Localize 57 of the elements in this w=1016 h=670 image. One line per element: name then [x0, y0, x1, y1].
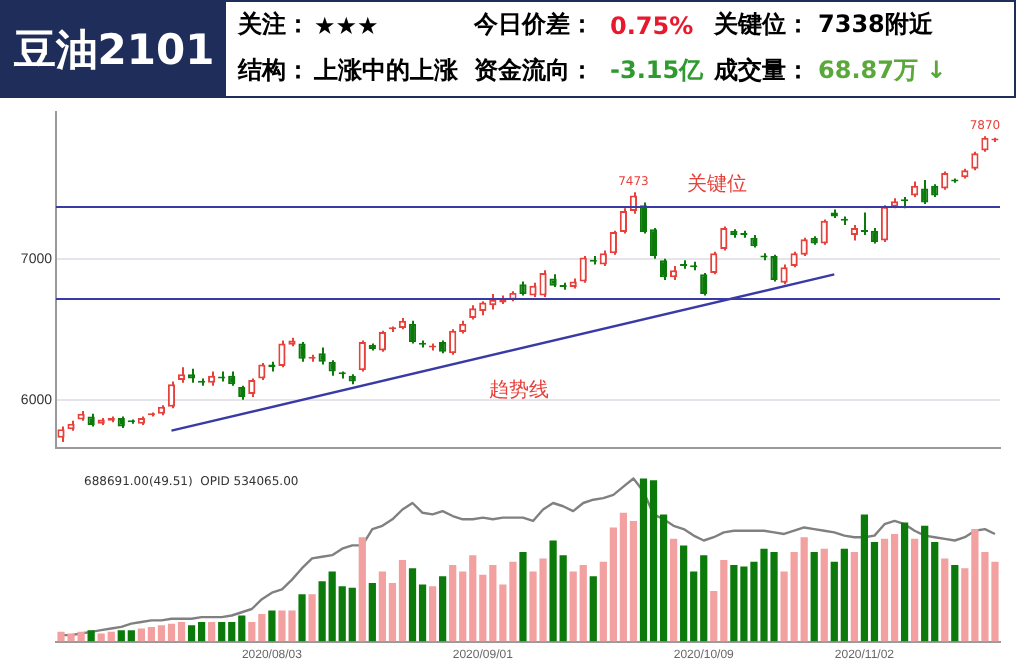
candlestick	[609, 229, 617, 256]
bar	[439, 576, 447, 642]
text: 上涨中的上涨	[314, 54, 460, 88]
bar	[820, 548, 828, 642]
bar	[941, 558, 949, 642]
candlestick	[880, 204, 889, 243]
text: -3.15亿	[610, 54, 706, 88]
bar	[670, 538, 678, 642]
candlestick	[780, 263, 788, 286]
candlestick	[659, 257, 668, 281]
bar	[428, 586, 437, 642]
candlestick	[770, 253, 778, 283]
text: 成交量：	[714, 54, 812, 88]
candlestick	[820, 218, 828, 246]
candlestick	[358, 339, 366, 373]
candlestick	[921, 179, 929, 205]
text: 7338附近	[818, 8, 935, 42]
annotation: 趋势线	[488, 377, 549, 402]
candlestick	[278, 339, 286, 369]
ref-line-label: 关键位	[686, 172, 747, 197]
bar	[308, 594, 316, 642]
candlestick	[971, 150, 979, 172]
candlestick	[800, 236, 808, 258]
bar	[850, 551, 858, 642]
bar	[208, 622, 216, 642]
text: 今日价差：	[474, 8, 596, 42]
bar	[368, 582, 376, 642]
bar	[268, 610, 276, 642]
bar	[519, 551, 527, 642]
text: 0.75%	[610, 11, 696, 39]
candlestick	[579, 255, 587, 284]
bar	[298, 594, 306, 642]
candlestick	[167, 380, 176, 410]
text: 资金流向：	[474, 54, 596, 88]
candlestick	[449, 328, 457, 356]
candlestick	[619, 207, 628, 235]
candlestick	[710, 250, 718, 276]
candlestick	[408, 319, 417, 345]
candlestick	[720, 225, 728, 252]
bar	[358, 537, 366, 642]
candlestick	[248, 377, 256, 398]
text: ★★★	[314, 11, 381, 39]
text: 结构：	[238, 54, 312, 88]
candlestick	[700, 271, 708, 297]
candlestick	[539, 269, 547, 298]
bar	[589, 576, 597, 642]
bar	[951, 564, 959, 642]
bar	[900, 522, 909, 642]
text: 关键位：	[714, 8, 812, 42]
chart-title: 豆油2101	[2, 2, 226, 96]
text: 68.87万 ↓	[818, 54, 949, 88]
bar	[87, 630, 95, 642]
candlestick	[298, 340, 306, 363]
bar	[911, 538, 919, 642]
text: 关注：	[238, 8, 312, 42]
bar	[810, 551, 818, 642]
candlestick	[378, 329, 386, 353]
